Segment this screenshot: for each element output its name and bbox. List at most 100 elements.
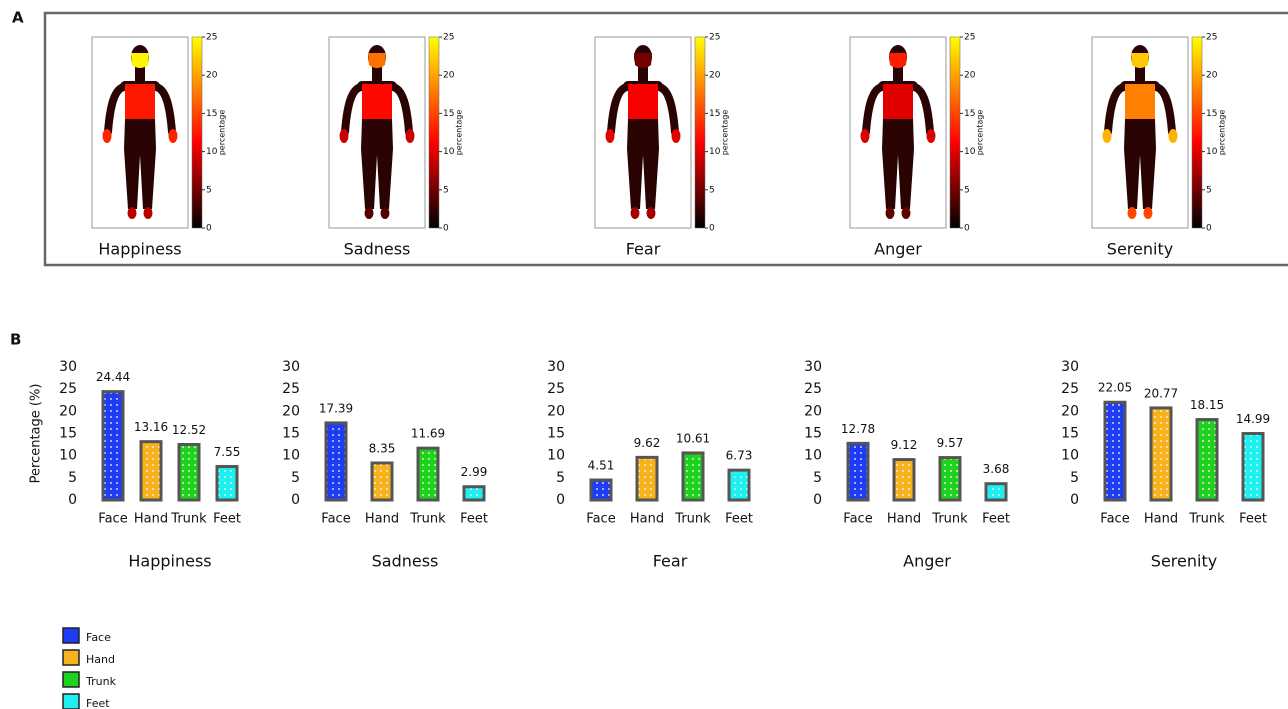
value-label: 11.69 — [411, 427, 445, 441]
value-label: 22.05 — [1098, 381, 1132, 395]
x-tick-label: Face — [843, 512, 872, 527]
x-tick-label: Face — [321, 512, 350, 527]
bar — [1105, 402, 1125, 500]
colorbar-tick-label: 10 — [964, 147, 976, 157]
bar — [141, 442, 161, 500]
x-tick-label: Trunk — [409, 512, 446, 527]
body-foot — [647, 207, 656, 219]
colorbar-tick-label: 20 — [206, 71, 218, 81]
value-label: 3.68 — [983, 462, 1010, 476]
colorbar-tick-label: 15 — [1206, 109, 1217, 119]
value-label: 9.12 — [891, 438, 918, 452]
legend-label: Trunk — [85, 675, 117, 688]
bar — [372, 463, 392, 500]
colorbar — [950, 37, 960, 228]
body-face — [1131, 53, 1149, 68]
chart-title: Serenity — [1151, 552, 1217, 571]
x-tick-label: Face — [586, 512, 615, 527]
value-label: 9.57 — [937, 436, 964, 450]
colorbar-tick-label: 5 — [709, 185, 715, 195]
value-label: 10.61 — [676, 431, 710, 445]
body-hand — [103, 129, 112, 143]
colorbar-tick-label: 0 — [964, 224, 970, 234]
bar — [326, 423, 346, 500]
bar — [637, 457, 657, 500]
colorbar-tick-label: 25 — [964, 33, 975, 43]
x-tick-label: Trunk — [674, 512, 711, 527]
bar — [418, 448, 438, 500]
colorbar-tick-label: 5 — [1206, 185, 1212, 195]
body-hand — [606, 129, 615, 143]
x-tick-label: Hand — [134, 512, 168, 527]
y-tick-label: 30 — [1061, 359, 1079, 375]
y-tick-label: 15 — [59, 426, 77, 442]
bar — [848, 443, 868, 500]
body-map-title: Serenity — [1107, 240, 1173, 259]
colorbar-tick-label: 25 — [1206, 33, 1217, 43]
y-tick-label: 25 — [547, 381, 565, 397]
body-trunk — [362, 84, 392, 119]
y-tick-label: 10 — [282, 448, 300, 464]
legend-label: Hand — [86, 653, 115, 666]
chart-title: Happiness — [128, 552, 211, 571]
y-tick-label: 30 — [804, 359, 822, 375]
bar — [729, 470, 749, 500]
body-map-title: Sadness — [344, 240, 411, 259]
y-tick-label: 25 — [282, 381, 300, 397]
value-label: 20.77 — [1144, 386, 1178, 400]
y-tick-label: 5 — [813, 470, 822, 486]
chart-title: Anger — [903, 552, 951, 571]
y-tick-label: 10 — [547, 448, 565, 464]
y-tick-label: 0 — [556, 492, 565, 508]
y-tick-label: 20 — [804, 403, 822, 419]
bar — [1151, 408, 1171, 500]
colorbar — [695, 37, 705, 228]
y-tick-label: 0 — [68, 492, 77, 508]
colorbar-tick-label: 20 — [964, 71, 976, 81]
x-tick-label: Hand — [887, 512, 921, 527]
y-tick-label: 5 — [68, 470, 77, 486]
colorbar-tick-label: 0 — [709, 224, 715, 234]
value-label: 8.35 — [369, 441, 396, 455]
panel-label: A — [12, 9, 24, 27]
bar — [1243, 434, 1263, 500]
y-tick-label: 0 — [291, 492, 300, 508]
bar — [986, 484, 1006, 500]
bar — [464, 487, 484, 500]
colorbar-tick-label: 10 — [1206, 147, 1218, 157]
panel-label: B — [10, 331, 21, 349]
value-label: 4.51 — [588, 459, 615, 473]
x-tick-label: Trunk — [931, 512, 968, 527]
x-tick-label: Hand — [630, 512, 664, 527]
y-tick-label: 10 — [804, 448, 822, 464]
body-foot — [128, 207, 137, 219]
colorbar-tick-label: 20 — [709, 71, 721, 81]
body-hand — [169, 129, 178, 143]
colorbar-tick-label: 5 — [443, 185, 449, 195]
body-hand — [1169, 129, 1178, 143]
y-tick-label: 5 — [556, 470, 565, 486]
body-trunk — [125, 84, 155, 119]
y-axis-label: Percentage (%) — [29, 384, 44, 484]
body-trunk — [1125, 84, 1155, 119]
y-tick-label: 20 — [547, 403, 565, 419]
value-label: 14.99 — [1236, 412, 1270, 426]
bar — [103, 392, 123, 500]
body-face — [889, 53, 907, 68]
value-label: 7.55 — [214, 445, 241, 459]
legend-swatch — [63, 650, 79, 665]
y-tick-label: 10 — [1061, 448, 1079, 464]
body-face — [634, 53, 652, 68]
y-tick-label: 25 — [59, 381, 77, 397]
y-tick-label: 25 — [1061, 381, 1079, 397]
colorbar-tick-label: 0 — [443, 224, 449, 234]
colorbar-tick-label: 0 — [1206, 224, 1212, 234]
y-tick-label: 20 — [1061, 403, 1079, 419]
legend-swatch — [63, 694, 79, 709]
colorbar — [429, 37, 439, 228]
body-foot — [144, 207, 153, 219]
x-tick-label: Hand — [365, 512, 399, 527]
page: A B 0510152025percentageHappiness0510152… — [0, 0, 1288, 709]
value-label: 17.39 — [319, 401, 353, 415]
value-label: 18.15 — [1190, 398, 1224, 412]
